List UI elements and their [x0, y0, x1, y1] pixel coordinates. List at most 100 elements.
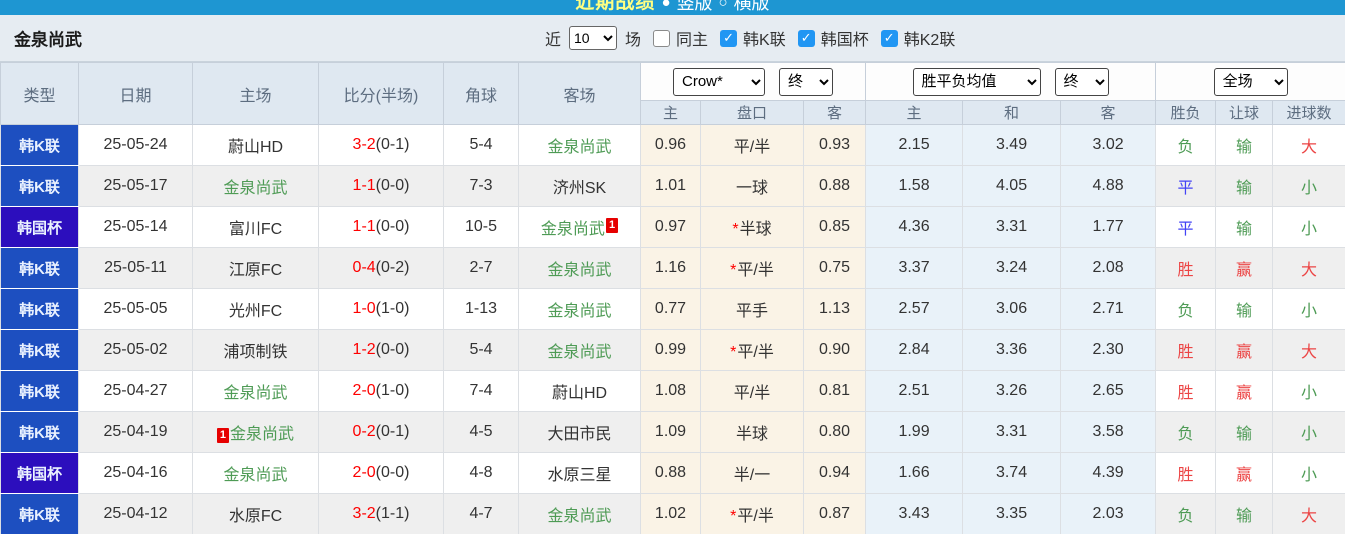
home-team-name[interactable]: 金泉尚武	[223, 180, 288, 197]
result-wdl-cell: 负	[1155, 124, 1217, 166]
away-team-cell[interactable]: 水原三星	[518, 452, 641, 494]
home-team-cell[interactable]: 富川FC	[192, 206, 319, 248]
away-team-name[interactable]: 蔚山HD	[551, 385, 608, 402]
away-team-cell[interactable]: 金泉尚武	[518, 247, 641, 289]
away-team-name[interactable]: 济州SK	[552, 180, 607, 197]
home-team-name[interactable]: 金泉尚武	[230, 426, 295, 443]
bookmaker-select[interactable]: Crow*	[673, 67, 766, 96]
score-cell: 1-0(1-0)	[318, 288, 444, 330]
same-home-label[interactable]: 同主	[676, 32, 709, 49]
euro-stage-select[interactable]: 终	[1054, 67, 1109, 96]
league-k2-label[interactable]: 韩K2联	[903, 32, 956, 49]
euro-draw-odds-cell: 3.74	[962, 452, 1062, 494]
home-team-cell[interactable]: 水原FC	[192, 493, 319, 534]
home-team-cell[interactable]: 金泉尚武	[192, 165, 319, 207]
result-handicap-cell: 输	[1215, 288, 1274, 330]
away-team-name[interactable]: 金泉尚武	[547, 344, 612, 361]
radio-unselected-icon[interactable]: ○	[718, 0, 728, 11]
league-cup-checkbox[interactable]: ✓	[797, 29, 815, 47]
match-row: 韩K联 25-04-27 金泉尚武 2-0(1-0) 7-4 蔚山HD 1.08…	[0, 370, 1345, 412]
corner-cell: 2-7	[443, 247, 519, 289]
league-k2-checkbox[interactable]: ✓	[880, 29, 898, 47]
home-team-name[interactable]: 金泉尚武	[223, 467, 288, 484]
away-team-name[interactable]: 水原三星	[547, 467, 612, 484]
away-team-cell[interactable]: 金泉尚武 1	[518, 206, 641, 248]
home-team-name[interactable]: 富川FC	[228, 221, 283, 238]
layout-option-horizontal[interactable]: 横版	[733, 0, 770, 13]
home-team-name[interactable]: 江原FC	[228, 262, 283, 279]
away-team-cell[interactable]: 金泉尚武	[518, 288, 641, 330]
star-icon: *	[732, 221, 739, 238]
euro-home-odds-cell: 2.15	[865, 124, 964, 166]
away-team-name[interactable]: 金泉尚武	[540, 221, 605, 238]
score-cell: 1-2(0-0)	[318, 329, 444, 371]
home-team-name[interactable]: 光州FC	[228, 303, 283, 320]
same-home-checkbox[interactable]	[653, 29, 671, 47]
corner-cell: 5-4	[443, 329, 519, 371]
result-wdl-cell: 平	[1155, 165, 1217, 207]
home-team-cell[interactable]: 金泉尚武	[192, 370, 319, 412]
home-team-cell[interactable]: 金泉尚武	[192, 452, 319, 494]
layout-option-vertical[interactable]: 竖版	[676, 0, 713, 13]
league-cup-label[interactable]: 韩国杯	[820, 32, 869, 49]
result-goals-cell: 大	[1272, 329, 1345, 371]
away-team-name[interactable]: 大田市民	[547, 426, 612, 443]
home-team-cell[interactable]: 光州FC	[192, 288, 319, 330]
handicap-text: 平手	[735, 303, 768, 320]
match-row: 韩K联 25-05-02 浦项制铁 1-2(0-0) 5-4 金泉尚武 0.99…	[0, 329, 1345, 371]
away-team-name[interactable]: 金泉尚武	[547, 508, 612, 525]
checkmark-icon: ✓	[800, 30, 812, 45]
result-handicap-cell: 输	[1215, 165, 1274, 207]
home-team-name[interactable]: 金泉尚武	[223, 385, 288, 402]
date-cell: 25-04-16	[78, 452, 193, 494]
halftime-score: (1-0)	[375, 300, 410, 317]
recent-count-select[interactable]: 10	[569, 26, 618, 50]
home-team-cell[interactable]: 浦项制铁	[192, 329, 319, 371]
euro-draw-odds-cell: 3.31	[962, 411, 1062, 453]
handicap-text: 平/半	[733, 385, 771, 402]
star-icon: *	[730, 508, 737, 525]
score-cell: 2-0(1-0)	[318, 370, 444, 412]
league-k1-checkbox[interactable]: ✓	[720, 29, 738, 47]
asian-stage-select[interactable]: 终	[779, 67, 834, 96]
corner-cell: 7-3	[443, 165, 519, 207]
halftime-score: (0-1)	[375, 423, 410, 440]
euro-draw-odds-cell: 3.49	[962, 124, 1062, 166]
radio-selected-icon[interactable]: ●	[661, 0, 671, 11]
away-team-cell[interactable]: 蔚山HD	[518, 370, 641, 412]
away-team-name[interactable]: 金泉尚武	[547, 303, 612, 320]
away-team-name[interactable]: 金泉尚武	[547, 139, 612, 156]
result-wdl-cell: 负	[1155, 411, 1217, 453]
away-team-name[interactable]: 金泉尚武	[547, 262, 612, 279]
result-handicap-cell: 赢	[1215, 452, 1274, 494]
home-team-name[interactable]: 水原FC	[228, 508, 283, 525]
home-team-cell[interactable]: 1 金泉尚武	[192, 411, 319, 453]
asian-away-odds-cell: 1.13	[802, 288, 867, 330]
league-k1-label[interactable]: 韩K联	[743, 32, 786, 49]
subheader-euro-draw: 和	[962, 100, 1062, 125]
euro-odds-select[interactable]: 胜平负均值	[912, 67, 1041, 96]
score-cell: 0-2(0-1)	[318, 411, 444, 453]
date-cell: 25-05-11	[78, 247, 193, 289]
asian-away-odds-cell: 0.85	[802, 206, 867, 248]
euro-away-odds-cell: 4.88	[1060, 165, 1157, 207]
euro-draw-odds-cell: 3.26	[962, 370, 1062, 412]
home-team-name[interactable]: 蔚山HD	[227, 139, 284, 156]
col-header-corner: 角球	[443, 62, 519, 125]
result-handicap-cell: 输	[1215, 411, 1274, 453]
away-team-cell[interactable]: 金泉尚武	[518, 493, 641, 534]
score-cell: 0-4(0-2)	[318, 247, 444, 289]
filter-controls: 近 10 场 同主 ✓ 韩K联 ✓ 韩国杯 ✓ 韩K2联	[545, 26, 955, 50]
asian-away-odds-cell: 0.94	[802, 452, 867, 494]
home-team-cell[interactable]: 蔚山HD	[192, 124, 319, 166]
away-team-cell[interactable]: 大田市民	[518, 411, 641, 453]
result-scope-select[interactable]: 全场	[1213, 67, 1288, 96]
euro-home-odds-cell: 1.58	[865, 165, 964, 207]
away-team-cell[interactable]: 金泉尚武	[518, 329, 641, 371]
match-row: 韩K联 25-05-05 光州FC 1-0(1-0) 1-13 金泉尚武 0.7…	[0, 288, 1345, 330]
fulltime-score: 1-1	[352, 177, 376, 194]
home-team-cell[interactable]: 江原FC	[192, 247, 319, 289]
home-team-name[interactable]: 浦项制铁	[223, 344, 288, 361]
away-team-cell[interactable]: 济州SK	[518, 165, 641, 207]
away-team-cell[interactable]: 金泉尚武	[518, 124, 641, 166]
